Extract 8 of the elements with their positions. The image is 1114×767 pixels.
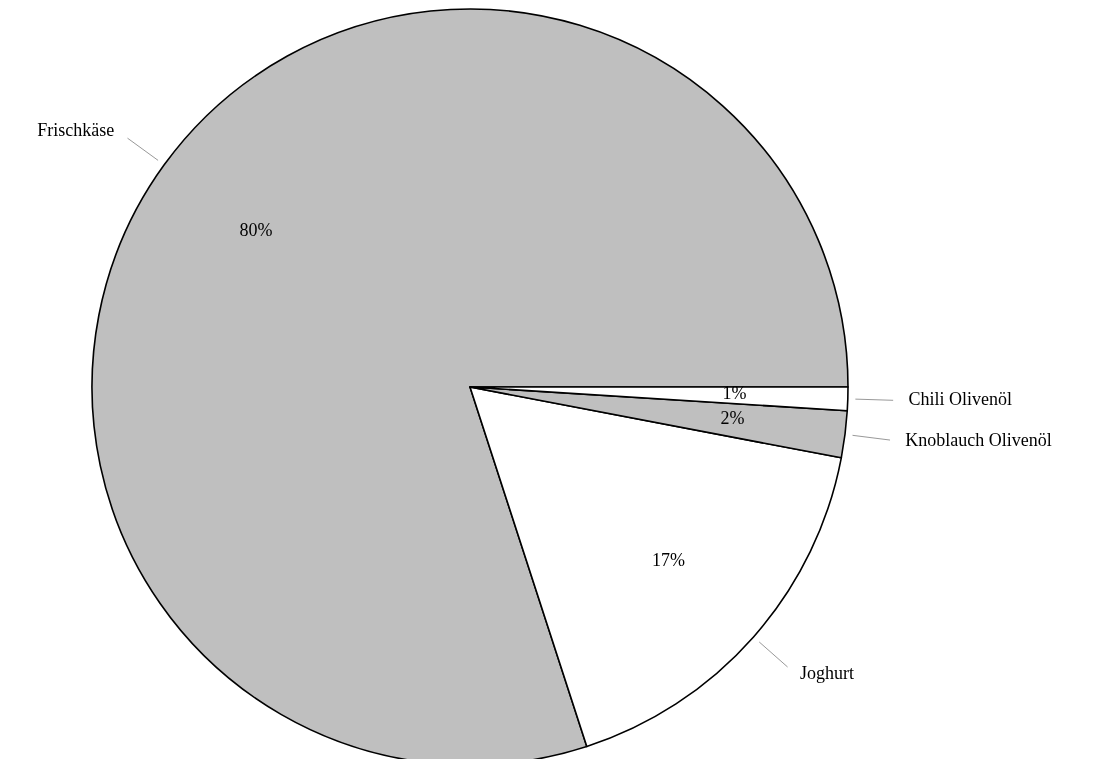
data-label: 1%	[722, 383, 747, 404]
data-label: 17%	[651, 550, 685, 571]
data-label: 80%	[239, 219, 273, 240]
slice-label: Frischkäse	[37, 119, 115, 140]
data-label: 2%	[720, 408, 745, 429]
slice-label: Joghurt	[800, 662, 855, 683]
slice-label: Chili Olivenöl	[908, 388, 1012, 409]
slice-label: Knoblauch Olivenöl	[905, 429, 1052, 450]
